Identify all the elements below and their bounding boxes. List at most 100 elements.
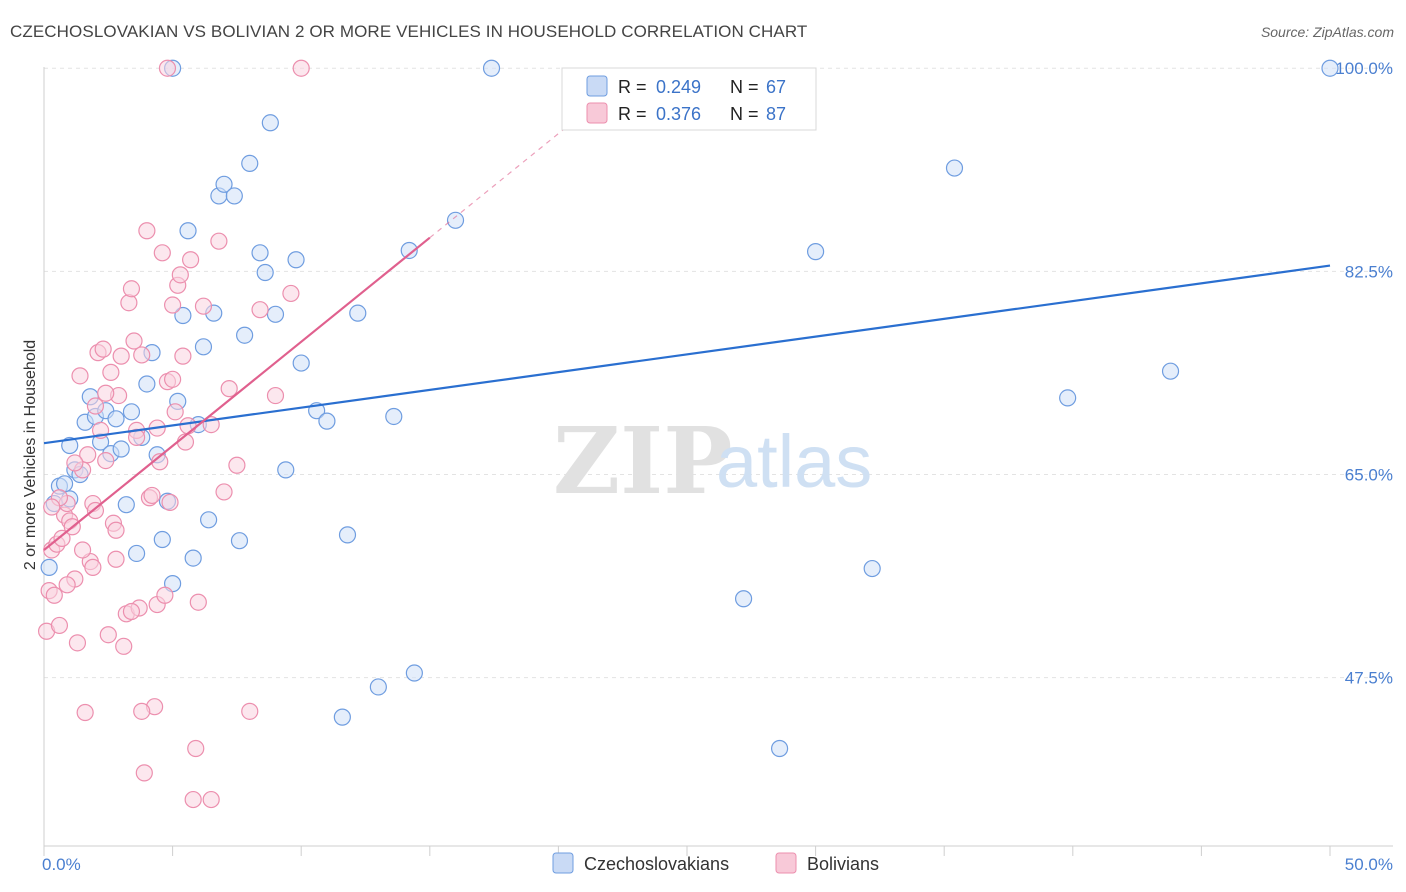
czech-point bbox=[107, 410, 125, 428]
bolivian-trend-line bbox=[43, 236, 431, 551]
chart-title: CZECHOSLOVAKIAN VS BOLIVIAN 2 OR MORE VE… bbox=[10, 22, 808, 41]
bolivian-point bbox=[43, 498, 61, 516]
czech-point bbox=[61, 436, 79, 455]
bolivian-point bbox=[161, 493, 179, 511]
stat-n-label-2: N = bbox=[730, 104, 759, 124]
legend-czech-label: Czechoslovakians bbox=[584, 854, 729, 874]
czech-point bbox=[482, 59, 501, 77]
czech-point bbox=[261, 114, 279, 132]
czech-point bbox=[333, 708, 351, 726]
czech-point bbox=[251, 244, 269, 262]
bolivian-point bbox=[179, 417, 197, 435]
bolivian-point bbox=[164, 370, 182, 388]
bolivian-point bbox=[133, 346, 151, 364]
bolivian-point bbox=[102, 363, 120, 381]
y-tick-labels: 47.5% 65.0% 82.5% 100.0% bbox=[1335, 59, 1393, 687]
bolivian-point bbox=[120, 294, 138, 312]
y-tick-label: 47.5% bbox=[1345, 669, 1393, 688]
czech-point bbox=[194, 338, 213, 356]
axes bbox=[43, 67, 1393, 856]
bolivian-point bbox=[189, 593, 207, 611]
bolivian-point bbox=[184, 790, 202, 809]
bolivian-point bbox=[50, 616, 69, 635]
bolivian-point bbox=[153, 244, 171, 262]
bolivian-point bbox=[107, 550, 125, 568]
legend: Czechoslovakians Bolivians bbox=[552, 852, 879, 874]
bolivian-point bbox=[122, 280, 141, 298]
czech-point bbox=[174, 306, 192, 325]
czech-point bbox=[277, 461, 295, 479]
y-tick-label: 65.0% bbox=[1345, 466, 1393, 485]
stat-r-label-2: R = bbox=[618, 104, 647, 124]
czech-point bbox=[405, 664, 423, 682]
bolivian-point bbox=[187, 739, 205, 758]
legend-bolivian-swatch bbox=[775, 852, 797, 874]
bolivian-swatch bbox=[586, 102, 608, 124]
bolivian-point bbox=[125, 332, 143, 350]
bolivian-point bbox=[220, 380, 238, 398]
bolivian-point bbox=[251, 301, 269, 319]
czech-point bbox=[806, 243, 825, 261]
czech-point bbox=[184, 549, 202, 567]
bolivian-point bbox=[202, 790, 220, 809]
bolivian-points bbox=[37, 59, 310, 809]
bolivian-point bbox=[143, 486, 161, 505]
bolivian-point bbox=[53, 529, 71, 547]
stat-r-label-1: R = bbox=[618, 77, 647, 97]
stat-n-value-2: 87 bbox=[766, 104, 786, 124]
bolivian-point bbox=[138, 222, 156, 240]
bolivian-point bbox=[115, 637, 133, 655]
czech-swatch bbox=[586, 75, 608, 97]
czech-point bbox=[287, 251, 305, 269]
bolivian-point bbox=[84, 558, 102, 576]
czech-point bbox=[241, 154, 259, 173]
x-tick-label-min: 0.0% bbox=[42, 855, 81, 874]
czech-point bbox=[400, 241, 418, 260]
czech-trend-line bbox=[43, 264, 1331, 445]
bolivian-point bbox=[135, 764, 153, 782]
czech-point bbox=[266, 305, 285, 323]
bolivian-point bbox=[194, 297, 213, 315]
bolivian-point bbox=[94, 340, 112, 358]
bolivian-point bbox=[122, 602, 141, 621]
czech-point bbox=[369, 678, 387, 696]
bolivian-point bbox=[97, 451, 115, 470]
watermark-zip: ZIP bbox=[553, 407, 732, 515]
czech-point bbox=[292, 354, 310, 372]
bolivian-point bbox=[228, 456, 246, 474]
bolivian-point bbox=[164, 296, 182, 314]
czech-point bbox=[1161, 362, 1180, 380]
y-tick-label: 100.0% bbox=[1335, 59, 1393, 78]
czech-point bbox=[230, 532, 249, 550]
legend-czech-swatch bbox=[552, 852, 574, 874]
bolivian-point bbox=[158, 59, 177, 77]
czech-point bbox=[318, 412, 336, 430]
legend-bolivian-label: Bolivians bbox=[807, 854, 879, 874]
bolivian-point bbox=[210, 232, 228, 250]
czech-point bbox=[256, 263, 274, 282]
bolivian-point bbox=[71, 367, 89, 385]
czech-point bbox=[734, 590, 753, 608]
trend-lines bbox=[43, 112, 1331, 551]
stat-n-label-1: N = bbox=[730, 77, 759, 97]
y-tick-label: 82.5% bbox=[1345, 262, 1393, 281]
czech-point bbox=[225, 187, 243, 205]
czech-point bbox=[863, 559, 881, 578]
czech-point bbox=[179, 222, 197, 240]
bolivian-point bbox=[292, 59, 310, 77]
bolivian-point bbox=[97, 384, 115, 402]
czech-point bbox=[385, 407, 403, 426]
stat-n-value-1: 67 bbox=[766, 77, 786, 97]
bolivian-point bbox=[68, 634, 87, 652]
bolivian-point bbox=[133, 702, 151, 720]
bolivian-trend-extension bbox=[429, 112, 585, 239]
czech-point bbox=[1059, 389, 1077, 407]
bolivian-point bbox=[107, 521, 125, 539]
czech-point bbox=[200, 511, 218, 529]
bolivian-point bbox=[112, 347, 130, 365]
czech-point bbox=[153, 530, 171, 549]
czech-point bbox=[138, 375, 156, 393]
czech-point bbox=[338, 526, 357, 544]
czech-point bbox=[40, 558, 58, 576]
